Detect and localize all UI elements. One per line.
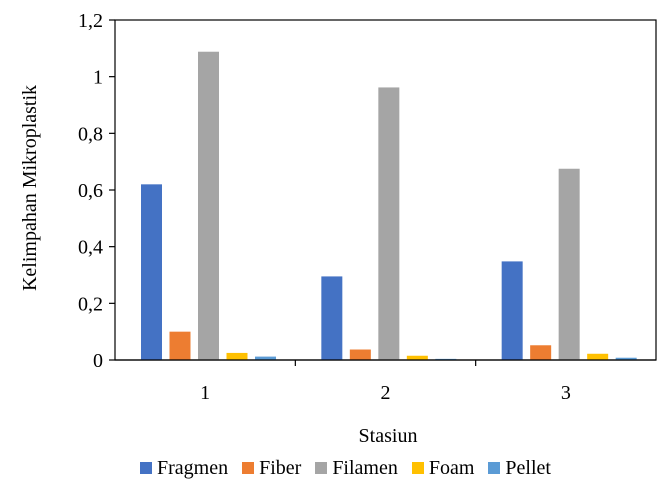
legend-item-pellet: Pellet [488, 457, 551, 480]
legend-item-foam: Foam [411, 456, 475, 480]
legend-item-filamen: Filamen [315, 457, 398, 480]
y-tick-label: 0,2 [78, 293, 103, 315]
legend-swatch [488, 462, 501, 474]
bar-fiber-station-1 [169, 331, 191, 360]
x-axis-title: Stasiun [359, 425, 418, 447]
legend-label: Fiber [259, 456, 302, 479]
legend: Fragmen Fiber Filamen Foam Pellet [140, 455, 551, 481]
x-tick-label: 1 [200, 382, 210, 404]
y-tick-label: 0 [93, 350, 103, 372]
bar-fragmen-station-2 [321, 276, 343, 360]
bar-foam-station-3 [587, 353, 609, 360]
bar-foam-station-2 [406, 355, 428, 360]
y-tick-label: 0,4 [78, 237, 103, 259]
bar-fragmen-station-3 [501, 261, 523, 360]
legend-label: Pellet [505, 456, 551, 479]
bar-filamen-station-2 [378, 87, 400, 360]
bar-series [115, 51, 656, 361]
legend-swatch [315, 462, 328, 474]
legend-swatch [140, 462, 152, 474]
bar-pellet-station-1 [255, 356, 276, 360]
legend-item-fragmen: Fragmen [140, 457, 228, 480]
x-axis-ticks: 1 2 3 [200, 360, 571, 404]
legend-label: Fragmen [157, 456, 229, 479]
legend-swatch [242, 462, 255, 474]
y-axis-ticks: 0 0,2 0,4 0,6 0,8 1 1,2 [78, 10, 115, 372]
y-tick-label: 0,6 [78, 180, 103, 202]
y-axis-title: Kelimpahan Mikroplastik [19, 85, 41, 291]
x-tick-label: 2 [381, 382, 391, 404]
legend-label: Filamen [332, 456, 398, 479]
legend-label: Foam [428, 456, 475, 479]
bar-fiber-station-2 [349, 349, 371, 360]
bar-fragmen-station-1 [141, 184, 162, 360]
legend-swatch [411, 462, 424, 474]
legend-item-fiber: Fiber [242, 457, 301, 480]
y-tick-label: 1,2 [78, 10, 103, 32]
y-tick-label: 1 [93, 67, 103, 89]
bar-filamen-station-1 [198, 51, 219, 360]
bar-fiber-station-3 [530, 345, 552, 360]
bar-filamen-station-3 [558, 168, 580, 360]
x-tick-label: 3 [561, 382, 571, 404]
bar-foam-station-1 [226, 352, 248, 360]
y-tick-label: 0,8 [78, 123, 103, 145]
bar-pellet-station-3 [615, 357, 637, 360]
